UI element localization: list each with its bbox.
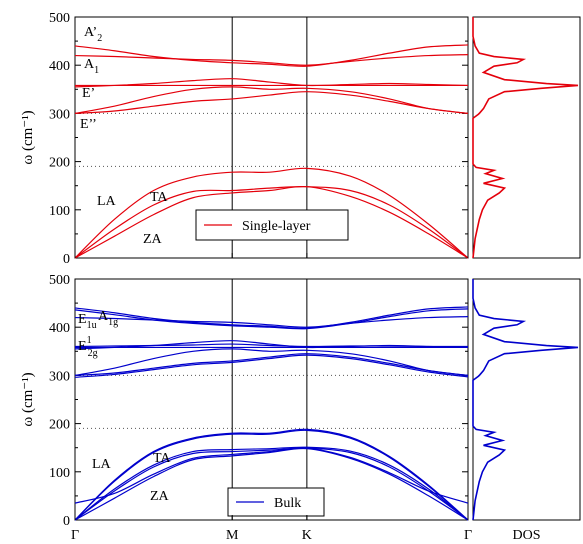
mode-label: LA [97,194,117,209]
phonon-branch [74,446,469,521]
phonon-branch [74,447,469,504]
mode-label: E1u [78,312,97,331]
x-tick-label: M [226,528,239,543]
mode-label: ZA [143,232,163,247]
phonon-branch [74,315,469,328]
y-tick-label: 300 [49,107,70,122]
phonon-branch [74,185,469,259]
mode-label: LA [92,457,112,472]
mode-label: ZA [150,489,170,504]
phonon-branch [74,343,469,348]
y-tick-label: 100 [49,466,70,481]
mode-label: TA [150,190,168,205]
x-tick-label: Γ [71,528,79,543]
dos-curve [472,279,579,521]
y-tick-label: 500 [49,273,70,288]
y-axis-title: ω (cm⁻¹) [20,110,36,164]
phonon-branch [74,91,469,114]
mode-label: E1 2g [78,335,98,359]
phonon-branch [74,308,469,330]
y-tick-label: 300 [49,369,70,384]
phonon-branch [74,78,469,88]
dos-axis-label: DOS [512,528,540,543]
mode-label: TA [153,451,171,466]
phonon-branch [74,429,469,521]
dos-frame [472,278,581,521]
phonon-branch [74,447,469,521]
dos-frame [472,16,581,259]
y-tick-label: 100 [49,204,70,219]
phonon-branch [74,306,469,329]
phonon-branch [74,354,469,378]
mode-label: A1g [98,309,118,328]
legend-label: Single-layer [242,219,311,234]
y-tick-label: 0 [63,514,70,529]
phonon-branch [74,53,469,66]
phonon-branch [74,86,469,114]
phonon-branch [74,447,469,521]
phonon-branch [74,353,469,376]
mode-label: E’ [82,86,95,101]
x-tick-label: K [302,528,312,543]
phonon-branch [74,185,469,259]
mode-label: E’’ [80,117,97,132]
y-tick-label: 0 [63,252,70,267]
mode-label: A’2 [84,25,102,44]
mode-label: A1 [84,57,99,76]
phonon-branch [74,428,469,521]
phonon-branch [74,167,469,259]
legend-label: Bulk [274,496,301,511]
y-tick-label: 400 [49,59,70,74]
dos-curve [472,17,579,259]
single-layer-panel: 0 100 200 300 400 500 ω (cm⁻¹) A’2 A1 E’ E’’ LA TA ZA… [20,11,581,267]
y-tick-label: 200 [49,156,70,171]
y-tick-label: 500 [49,11,70,26]
x-tick-label: Γ [464,528,472,543]
phonon-branch [74,44,469,67]
phonon-branch [74,348,469,376]
y-tick-label: 400 [49,321,70,336]
y-axis-title: ω (cm⁻¹) [20,372,36,426]
y-tick-label: 200 [49,418,70,433]
